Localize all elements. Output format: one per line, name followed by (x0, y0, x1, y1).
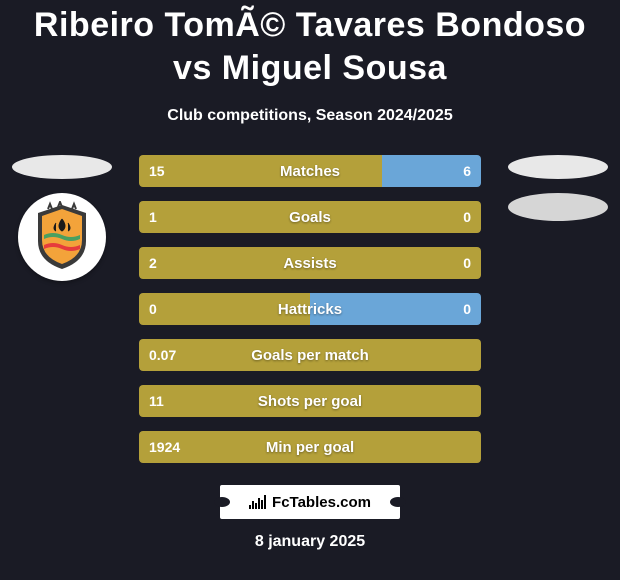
stat-row: 10Goals (139, 201, 481, 233)
flag-placeholder-left (12, 155, 112, 179)
stat-row: 20Assists (139, 247, 481, 279)
stat-label: Shots per goal (139, 385, 481, 417)
subtitle: Club competitions, Season 2024/2025 (0, 107, 620, 125)
stat-label: Assists (139, 247, 481, 279)
page-title: Ribeiro TomÃ© Tavares Bondoso vs Miguel … (0, 0, 620, 89)
comparison-chart: 156Matches 10Goals 20Assists 00Hattricks 0.0… (0, 155, 620, 463)
stat-row: 00Hattricks (139, 293, 481, 325)
attribution-text: FcTables.com (272, 494, 371, 511)
right-player-column (508, 155, 608, 221)
stat-label: Goals per match (139, 339, 481, 371)
stat-rows: 156Matches 10Goals 20Assists 00Hattricks 0.0… (139, 155, 481, 463)
rio-ave-icon (26, 201, 98, 273)
stat-row: 156Matches (139, 155, 481, 187)
attribution-badge: FcTables.com (220, 485, 400, 519)
stat-label: Goals (139, 201, 481, 233)
stat-row: 0.07Goals per match (139, 339, 481, 371)
stat-label: Matches (139, 155, 481, 187)
footer-date: 8 january 2025 (0, 533, 620, 551)
flag-placeholder-right-2 (508, 193, 608, 221)
stat-label: Hattricks (139, 293, 481, 325)
stat-label: Min per goal (139, 431, 481, 463)
stat-row: 11Shots per goal (139, 385, 481, 417)
stat-row: 1924Min per goal (139, 431, 481, 463)
club-badge-left (18, 193, 106, 281)
bar-chart-icon (249, 495, 266, 509)
left-player-column (12, 155, 112, 281)
flag-placeholder-right-1 (508, 155, 608, 179)
